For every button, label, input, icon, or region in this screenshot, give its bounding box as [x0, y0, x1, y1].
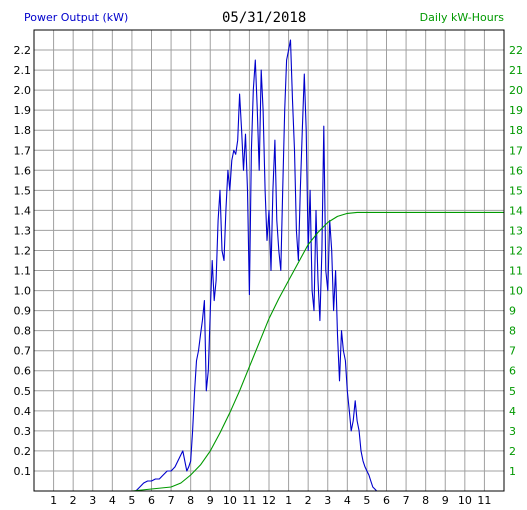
y-right-tick-label: 20 — [509, 84, 523, 97]
y-right-tick-label: 10 — [509, 285, 523, 298]
y-right-tick-label: 3 — [509, 425, 516, 438]
x-tick-label: 6 — [148, 494, 155, 507]
x-tick-label: 7 — [403, 494, 410, 507]
y-left-tick-label: 1.2 — [14, 244, 32, 257]
x-tick-label: 1 — [285, 494, 292, 507]
x-tick-label: 12 — [262, 494, 276, 507]
y-right-tick-label: 18 — [509, 124, 523, 137]
x-tick-label: 2 — [70, 494, 77, 507]
y-left-tick-label: 1.8 — [14, 124, 32, 137]
y-right-tick-label: 17 — [509, 144, 523, 157]
x-tick-label: 5 — [128, 494, 135, 507]
x-tick-label: 11 — [477, 494, 491, 507]
series-layer — [131, 39, 504, 492]
y-right-tick-label: 1 — [509, 465, 516, 478]
y-left-tick-label: 0.8 — [14, 325, 32, 338]
tick-labels: 1 2 3 4 5 6 7 8 9 10 11 12 1 2 3 4 5 6 7 8 9 10 110.10.20.30.4… — [14, 44, 524, 507]
y-left-tick-label: 0.6 — [14, 365, 32, 378]
energy-series-line — [131, 211, 504, 492]
y-right-tick-label: 19 — [509, 104, 523, 117]
y-right-tick-label: 21 — [509, 64, 523, 77]
y-left-tick-label: 1.5 — [14, 184, 32, 197]
y-left-tick-label: 0.1 — [14, 465, 32, 478]
x-tick-label: 9 — [442, 494, 449, 507]
y-right-tick-label: 16 — [509, 164, 523, 177]
x-tick-label: 6 — [383, 494, 390, 507]
x-tick-label: 11 — [242, 494, 256, 507]
y-right-tick-label: 5 — [509, 385, 516, 398]
power-series-line — [131, 39, 426, 492]
y-left-tick-label: 2.2 — [14, 44, 32, 57]
y-left-tick-label: 1.6 — [14, 164, 32, 177]
y-right-tick-label: 9 — [509, 305, 516, 318]
y-left-tick-label: 1.4 — [14, 204, 32, 217]
x-tick-label: 1 — [50, 494, 57, 507]
y-right-tick-label: 4 — [509, 405, 516, 418]
x-tick-label: 10 — [458, 494, 472, 507]
y-left-tick-label: 0.5 — [14, 385, 32, 398]
x-tick-label: 7 — [168, 494, 175, 507]
y-left-tick-label: 0.7 — [14, 345, 32, 358]
y-left-tick-label: 1.0 — [14, 285, 32, 298]
x-tick-label: 4 — [344, 494, 351, 507]
chart-date-title: 05/31/2018 — [222, 10, 307, 26]
y-left-tick-label: 0.2 — [14, 445, 32, 458]
right-axis-title: Daily kW-Hours — [419, 11, 504, 24]
y-left-tick-label: 0.3 — [14, 425, 32, 438]
y-right-tick-label: 8 — [509, 325, 516, 338]
y-right-tick-label: 15 — [509, 184, 523, 197]
y-right-tick-label: 12 — [509, 244, 523, 257]
x-tick-label: 8 — [187, 494, 194, 507]
left-axis-title: Power Output (kW) — [24, 11, 129, 24]
x-tick-label: 8 — [422, 494, 429, 507]
y-right-tick-label: 14 — [509, 204, 523, 217]
y-left-tick-label: 2.0 — [14, 84, 32, 97]
x-tick-label: 9 — [207, 494, 214, 507]
x-tick-label: 3 — [89, 494, 96, 507]
y-right-tick-label: 2 — [509, 445, 516, 458]
y-left-tick-label: 1.9 — [14, 104, 32, 117]
x-tick-label: 4 — [109, 494, 116, 507]
plot-frame — [33, 29, 505, 492]
y-left-tick-label: 1.7 — [14, 144, 32, 157]
x-tick-label: 5 — [363, 494, 370, 507]
y-right-tick-label: 13 — [509, 224, 523, 237]
y-right-tick-label: 22 — [509, 44, 523, 57]
x-tick-label: 10 — [223, 494, 237, 507]
y-right-tick-label: 6 — [509, 365, 516, 378]
x-tick-label: 2 — [305, 494, 312, 507]
x-tick-label: 3 — [324, 494, 331, 507]
y-left-tick-label: 2.1 — [14, 64, 32, 77]
y-left-tick-label: 0.4 — [14, 405, 32, 418]
grid — [34, 30, 504, 491]
y-left-tick-label: 1.1 — [14, 265, 32, 278]
y-right-tick-label: 11 — [509, 265, 523, 278]
y-left-tick-label: 0.9 — [14, 305, 32, 318]
y-right-tick-label: 7 — [509, 345, 516, 358]
y-left-tick-label: 1.3 — [14, 224, 32, 237]
